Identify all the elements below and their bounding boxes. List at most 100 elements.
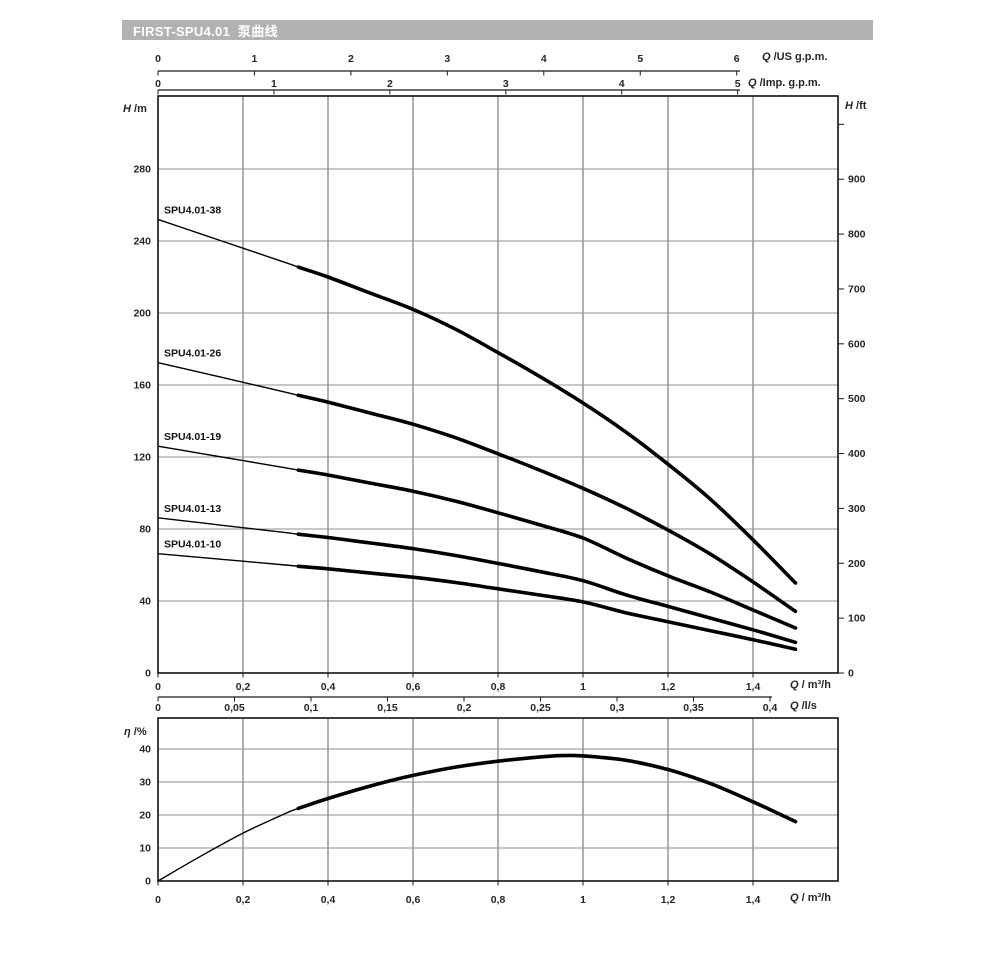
flow-ls-tick-label: 0 xyxy=(155,702,161,714)
flow-ls-tick-label: 0,05 xyxy=(224,702,245,714)
page-title: FIRST-SPU4.01 泵曲线 xyxy=(133,23,278,39)
flow-ls-axis-label: Q /l/s xyxy=(790,700,817,712)
flow-ls-tick-label: 0,3 xyxy=(610,702,625,714)
curve-label-SPU4.01-13: SPU4.01-13 xyxy=(164,503,221,515)
unit-text: /US g.p.m. xyxy=(770,51,828,63)
head-m-tick-label: 280 xyxy=(133,164,151,176)
flow-m3h-lower-tick-label: 1 xyxy=(580,894,586,906)
curve-SPU4.01-10-main-segment xyxy=(296,564,798,651)
head-ft-tick-label: 500 xyxy=(848,393,866,405)
eta-tick-label: 30 xyxy=(139,777,151,789)
flow-m3h-main-axis-label: Q / m³/h xyxy=(790,679,831,691)
curve-efficiency-main-segment xyxy=(296,753,798,824)
imp-gpm-tick-label: 4 xyxy=(619,78,625,90)
us-gpm-axis-label: Q /US g.p.m. xyxy=(762,51,827,63)
flow-m3h-lower-tick-label: 0,6 xyxy=(406,894,421,906)
head-m-tick-label: 0 xyxy=(145,668,151,680)
flow-m3h-main-tick-label: 0 xyxy=(155,681,161,693)
eta-tick-label: 0 xyxy=(145,876,151,888)
curve-efficiency-min-flow-segment xyxy=(157,807,299,882)
curve-SPU4.01-26-main-segment xyxy=(296,393,798,614)
flow-ls-tick-label: 0,1 xyxy=(304,702,319,714)
imp-gpm-tick-label: 5 xyxy=(735,78,741,90)
curve-SPU4.01-38-main-segment xyxy=(296,265,798,585)
head-ft-tick-label: 0 xyxy=(848,668,854,680)
us-gpm-tick-label: 2 xyxy=(348,53,354,65)
unit-text: /% xyxy=(130,726,147,738)
flow-m3h-main-tick-label: 0,8 xyxy=(491,681,506,693)
head-ft-axis-label: H /ft xyxy=(845,100,866,112)
curve-SPU4.01-13-min-flow-segment xyxy=(157,517,299,535)
curve-SPU4.01-19-main-segment xyxy=(296,468,798,630)
us-gpm-tick-label: 1 xyxy=(252,53,258,65)
us-gpm-tick-label: 5 xyxy=(637,53,643,65)
eta-symbol: η xyxy=(124,726,131,738)
us-gpm-tick-label: 0 xyxy=(155,53,161,65)
q-symbol: Q xyxy=(790,700,799,712)
unit-text: / m³/h xyxy=(798,892,831,904)
h-symbol: H xyxy=(845,100,853,112)
flow-m3h-lower-tick-label: 0 xyxy=(155,894,161,906)
curve-SPU4.01-26-min-flow-segment xyxy=(157,362,299,396)
head-ft-tick-label: 800 xyxy=(848,229,866,241)
curve-SPU4.01-38-min-flow-segment xyxy=(157,218,299,268)
unit-text: / m³/h xyxy=(798,679,831,691)
q-symbol: Q xyxy=(762,51,771,63)
head-m-tick-label: 240 xyxy=(133,236,151,248)
head-ft-tick-label: 700 xyxy=(848,283,866,295)
flow-m3h-main-tick-label: 0,4 xyxy=(321,681,336,693)
curve-SPU4.01-19-min-flow-segment xyxy=(157,445,299,471)
flow-m3h-lower-tick-label: 0,4 xyxy=(321,894,336,906)
flow-ls-tick-label: 0,2 xyxy=(457,702,472,714)
head-m-tick-label: 200 xyxy=(133,308,151,320)
curve-label-SPU4.01-10: SPU4.01-10 xyxy=(164,539,221,551)
flow-m3h-lower-tick-label: 1,4 xyxy=(746,894,761,906)
us-gpm-tick-label: 3 xyxy=(444,53,450,65)
unit-text: /l/s xyxy=(798,700,817,712)
head-ft-tick-label: 400 xyxy=(848,448,866,460)
head-ft-tick-label: 900 xyxy=(848,174,866,186)
eta-axis-label: η /% xyxy=(124,726,147,738)
flow-ls-tick-label: 0,25 xyxy=(530,702,551,714)
head-m-tick-label: 80 xyxy=(139,524,151,536)
flow-m3h-main-tick-label: 1 xyxy=(580,681,586,693)
head-m-tick-label: 160 xyxy=(133,380,151,392)
eta-tick-label: 40 xyxy=(139,744,151,756)
flow-m3h-main-tick-label: 0,2 xyxy=(236,681,251,693)
flow-m3h-lower-tick-label: 0,8 xyxy=(491,894,506,906)
eta-tick-label: 20 xyxy=(139,810,151,822)
flow-m3h-main-tick-label: 1,4 xyxy=(746,681,761,693)
head-m-tick-label: 120 xyxy=(133,452,151,464)
flow-m3h-lower-axis-label: Q / m³/h xyxy=(790,892,831,904)
title-bar: FIRST-SPU4.01 泵曲线 xyxy=(122,20,873,40)
eta-tick-label: 10 xyxy=(139,843,151,855)
head-ft-tick-label: 200 xyxy=(848,558,866,570)
flow-ls-tick-label: 0,4 xyxy=(763,702,778,714)
curve-label-SPU4.01-38: SPU4.01-38 xyxy=(164,204,221,216)
flow-m3h-main-tick-label: 0,6 xyxy=(406,681,421,693)
imp-gpm-tick-label: 1 xyxy=(271,78,277,90)
flow-ls-tick-label: 0,15 xyxy=(377,702,398,714)
flow-ls-tick-label: 0,35 xyxy=(683,702,704,714)
curve-SPU4.01-10-min-flow-segment xyxy=(157,553,299,567)
q-symbol: Q xyxy=(790,679,799,691)
head-m-axis-label: H /m xyxy=(123,103,147,115)
curve-SPU4.01-13-main-segment xyxy=(296,532,798,645)
unit-text: /m xyxy=(130,103,147,115)
curve-label-SPU4.01-19: SPU4.01-19 xyxy=(164,431,221,443)
head-ft-tick-label: 600 xyxy=(848,338,866,350)
h-symbol: H xyxy=(123,103,131,115)
unit-text: /ft xyxy=(852,100,867,112)
unit-text: /Imp. g.p.m. xyxy=(756,77,821,89)
q-symbol: Q xyxy=(790,892,799,904)
flow-m3h-lower-tick-label: 0,2 xyxy=(236,894,251,906)
flow-m3h-main-tick-label: 1,2 xyxy=(661,681,676,693)
imp-gpm-axis-label: Q /Imp. g.p.m. xyxy=(748,77,821,89)
imp-gpm-tick-label: 2 xyxy=(387,78,393,90)
head-ft-tick-label: 100 xyxy=(848,613,866,625)
head-ft-tick-label: 300 xyxy=(848,503,866,515)
us-gpm-tick-label: 4 xyxy=(541,53,547,65)
imp-gpm-tick-label: 0 xyxy=(155,78,161,90)
